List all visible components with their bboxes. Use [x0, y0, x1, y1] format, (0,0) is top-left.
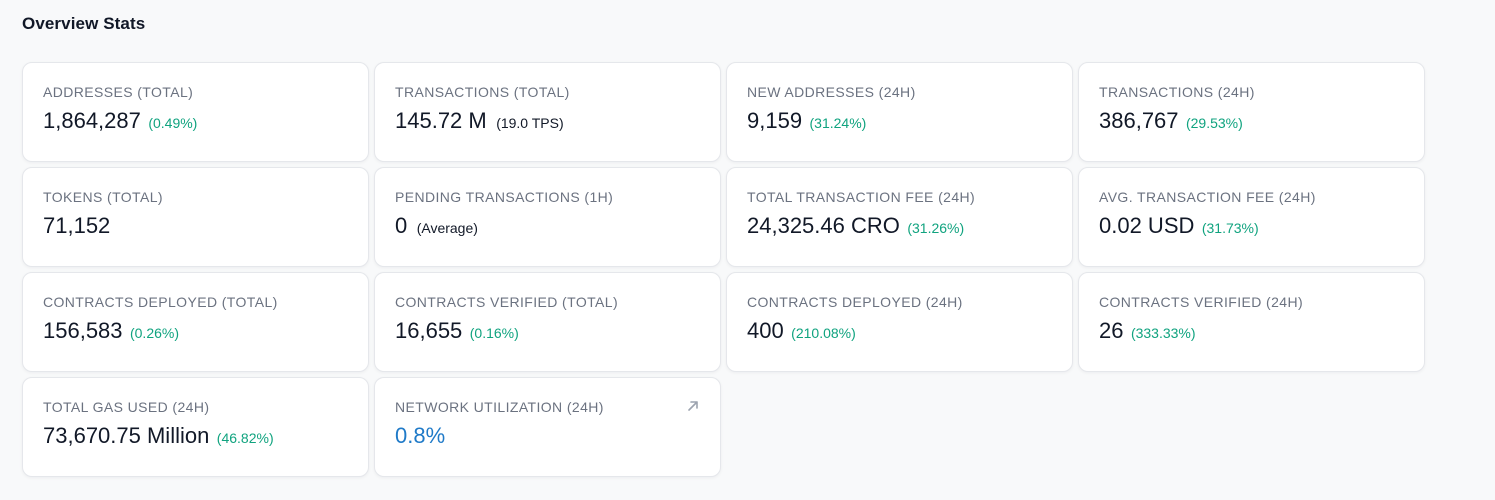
stat-value-row: 1,864,287 (0.49%)	[43, 107, 348, 138]
stat-value: 156,583	[43, 318, 123, 343]
stat-label: NETWORK UTILIZATION (24H)	[395, 399, 604, 415]
stat-value-row: 24,325.46 CRO (31.26%)	[747, 212, 1052, 243]
stat-value-row: 386,767 (29.53%)	[1099, 107, 1404, 138]
stat-change: (0.26%)	[129, 325, 180, 341]
stat-value: 16,655	[395, 318, 463, 343]
stat-value: 400	[747, 318, 784, 343]
stat-card-total-gas-used-24h: TOTAL GAS USED (24H) 73,670.75 Million (…	[22, 377, 369, 477]
stat-change: (0.49%)	[148, 115, 198, 131]
stat-value-row: 71,152	[43, 212, 348, 243]
stat-value-row: 0.8%	[395, 422, 700, 453]
stat-value: 26	[1099, 318, 1124, 343]
stat-label: AVG. TRANSACTION FEE (24H)	[1099, 189, 1316, 205]
stat-label: ADDRESSES (TOTAL)	[43, 84, 194, 100]
stat-label: NEW ADDRESSES (24H)	[747, 84, 916, 100]
stat-change: (210.08%)	[791, 325, 856, 341]
stat-value-row: 16,655 (0.16%)	[395, 317, 700, 348]
stat-card-network-utilization-24h[interactable]: NETWORK UTILIZATION (24H) 0.8%	[374, 377, 721, 477]
section-title: Overview Stats	[22, 14, 146, 33]
stat-card-avg-transaction-fee-24h: AVG. TRANSACTION FEE (24H) 0.02 USD (31.…	[1078, 167, 1425, 267]
stat-card-transactions-total: TRANSACTIONS (TOTAL) 145.72 M (19.0 TPS)	[374, 62, 721, 162]
stat-value-row: 0 (Average)	[395, 212, 700, 243]
stat-change: (31.73%)	[1201, 220, 1259, 236]
stat-label: TRANSACTIONS (TOTAL)	[395, 84, 570, 100]
stat-card-total-transaction-fee-24h: TOTAL TRANSACTION FEE (24H) 24,325.46 CR…	[726, 167, 1073, 267]
stat-value-row: 73,670.75 Million (46.82%)	[43, 422, 348, 453]
stat-card-transactions-24h: TRANSACTIONS (24H) 386,767 (29.53%)	[1078, 62, 1425, 162]
stat-change: (31.26%)	[907, 220, 965, 236]
stat-value-row: 145.72 M (19.0 TPS)	[395, 107, 700, 138]
arrow-up-right-icon[interactable]	[686, 399, 700, 413]
stat-value[interactable]: 0.8%	[395, 423, 446, 448]
stat-change: (46.82%)	[216, 430, 274, 446]
stat-value: 24,325.46 CRO	[747, 213, 900, 238]
stat-card-pending-transactions-1h: PENDING TRANSACTIONS (1H) 0 (Average)	[374, 167, 721, 267]
stats-grid: ADDRESSES (TOTAL) 1,864,287 (0.49%) TRAN…	[22, 62, 1425, 477]
stat-label: CONTRACTS VERIFIED (TOTAL)	[395, 294, 619, 310]
stat-change: (31.24%)	[809, 115, 867, 131]
stat-card-tokens-total: TOKENS (TOTAL) 71,152	[22, 167, 369, 267]
stat-change: (0.16%)	[469, 325, 519, 341]
stat-suffix: (19.0 TPS)	[496, 115, 564, 131]
stat-value-row: 400 (210.08%)	[747, 317, 1052, 348]
stat-label: CONTRACTS DEPLOYED (24H)	[747, 294, 963, 310]
stat-card-contracts-deployed-24h: CONTRACTS DEPLOYED (24H) 400 (210.08%)	[726, 272, 1073, 372]
stat-suffix: (Average)	[416, 220, 478, 236]
stat-change: (333.33%)	[1130, 325, 1196, 341]
stat-label: PENDING TRANSACTIONS (1H)	[395, 189, 614, 205]
stat-value: 0.02 USD	[1099, 213, 1195, 238]
stat-label: TRANSACTIONS (24H)	[1099, 84, 1255, 100]
stat-card-contracts-verified-24h: CONTRACTS VERIFIED (24H) 26 (333.33%)	[1078, 272, 1425, 372]
stat-value: 145.72 M	[395, 108, 487, 133]
stat-change: (29.53%)	[1185, 115, 1243, 131]
stat-value: 386,767	[1099, 108, 1179, 133]
stat-value: 9,159	[747, 108, 803, 133]
stat-value-row: 156,583 (0.26%)	[43, 317, 348, 348]
stat-value-row: 26 (333.33%)	[1099, 317, 1404, 348]
stat-label: TOKENS (TOTAL)	[43, 189, 163, 205]
stat-label: CONTRACTS DEPLOYED (TOTAL)	[43, 294, 278, 310]
stat-value: 0	[395, 213, 408, 238]
stat-card-addresses-total: ADDRESSES (TOTAL) 1,864,287 (0.49%)	[22, 62, 369, 162]
stat-card-new-addresses-24h: NEW ADDRESSES (24H) 9,159 (31.24%)	[726, 62, 1073, 162]
stat-value: 1,864,287	[43, 108, 141, 133]
stat-card-contracts-verified-total: CONTRACTS VERIFIED (TOTAL) 16,655 (0.16%…	[374, 272, 721, 372]
stat-value: 71,152	[43, 213, 111, 238]
stat-label: TOTAL TRANSACTION FEE (24H)	[747, 189, 976, 205]
stat-label: TOTAL GAS USED (24H)	[43, 399, 210, 415]
stat-value: 73,670.75 Million	[43, 423, 210, 448]
stat-label: CONTRACTS VERIFIED (24H)	[1099, 294, 1304, 310]
stat-value-row: 0.02 USD (31.73%)	[1099, 212, 1404, 243]
stat-value-row: 9,159 (31.24%)	[747, 107, 1052, 138]
stat-card-contracts-deployed-total: CONTRACTS DEPLOYED (TOTAL) 156,583 (0.26…	[22, 272, 369, 372]
